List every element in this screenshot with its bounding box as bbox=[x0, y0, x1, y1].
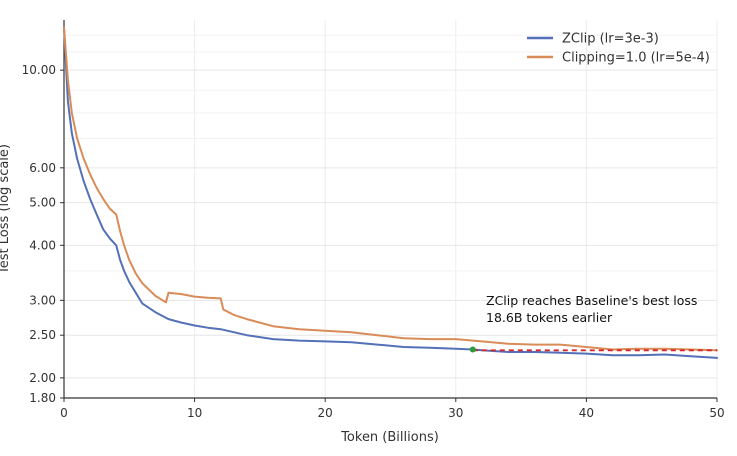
annotation-group bbox=[469, 346, 717, 353]
y-tick-label-7: 10.00 bbox=[22, 63, 56, 77]
series-line-zclip bbox=[63, 26, 718, 359]
y-tick-label-0: 1.80 bbox=[29, 391, 56, 405]
legend-label-clipping: Clipping=1.0 (lr=5e-4) bbox=[562, 51, 710, 66]
axes bbox=[63, 20, 717, 399]
legend-label-zclip: ZClip (lr=3e-3) bbox=[562, 32, 659, 47]
x-tick-label-0: 0 bbox=[60, 406, 68, 420]
x-tick-label-4: 40 bbox=[579, 406, 594, 420]
x-tick-label-5: 50 bbox=[709, 406, 724, 420]
y-tick-label-5: 5.00 bbox=[29, 196, 56, 210]
annotation-line-1: ZClip reaches Baseline's best loss bbox=[486, 293, 697, 308]
y-tick-label-1: 2.00 bbox=[29, 371, 56, 385]
x-tick-label-2: 20 bbox=[318, 406, 333, 420]
legend: ZClip (lr=3e-3) Clipping=1.0 (lr=5e-4) bbox=[527, 32, 710, 66]
x-ticks: 0 10 20 30 40 50 bbox=[60, 398, 725, 420]
grid bbox=[63, 20, 718, 399]
y-tick-label-4: 4.00 bbox=[29, 238, 56, 252]
x-tick-label-3: 30 bbox=[448, 406, 463, 420]
y-tick-label-3: 3.00 bbox=[29, 293, 56, 307]
x-axis-label: Token (Billions) bbox=[340, 430, 439, 445]
annotation-line-2: 18.6B tokens earlier bbox=[486, 310, 613, 325]
annotation-marker bbox=[469, 346, 476, 353]
series-line-clipping bbox=[63, 26, 718, 352]
y-ticks: 1.80 2.00 2.50 3.00 4.00 5.00 6.00 10.00 bbox=[22, 63, 64, 405]
y-tick-label-2: 2.50 bbox=[29, 328, 56, 342]
y-axis-label: Test Loss (log scale) bbox=[0, 144, 12, 275]
y-tick-label-6: 6.00 bbox=[29, 161, 56, 175]
x-tick-label-1: 10 bbox=[187, 406, 202, 420]
series-group bbox=[63, 26, 718, 359]
